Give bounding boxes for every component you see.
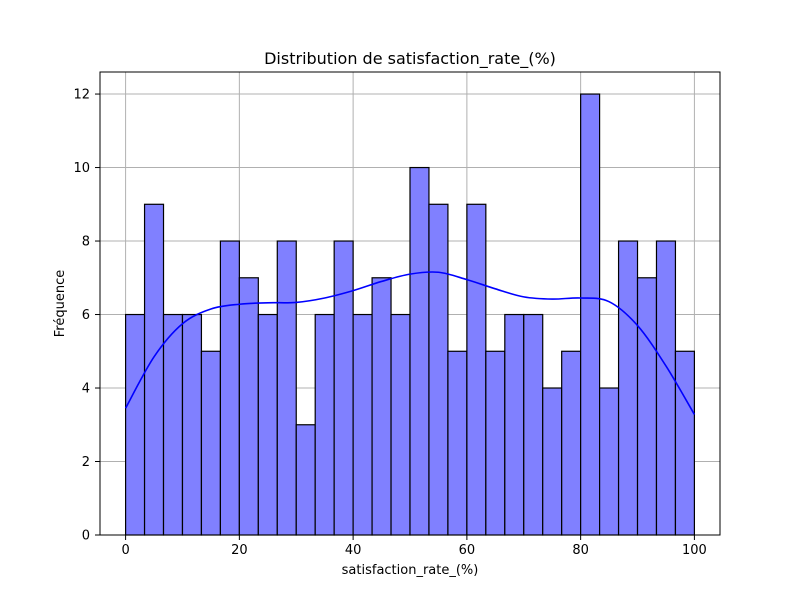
- histogram-bar: [561, 350, 582, 536]
- histogram-bar: [124, 313, 146, 536]
- kde-curve: [124, 271, 696, 415]
- histogram-bar: [617, 240, 639, 536]
- x-tick-label: 100: [682, 543, 707, 558]
- histogram-bar: [428, 203, 449, 536]
- histogram-bar: [295, 424, 316, 536]
- x-axis-title: satisfaction_rate_(%): [342, 563, 479, 578]
- histogram-bar: [200, 350, 221, 536]
- histogram-bar: [580, 93, 601, 536]
- y-tick-label: 8: [82, 235, 90, 250]
- y-tick-label: 12: [73, 88, 90, 103]
- histogram-bar: [636, 277, 658, 536]
- histogram-bar: [257, 313, 278, 536]
- y-tick-label: 4: [82, 382, 90, 397]
- histogram-bar: [523, 313, 544, 536]
- y-tick-label: 0: [82, 529, 90, 544]
- histogram-bar: [238, 277, 259, 536]
- histogram-bar: [181, 313, 203, 536]
- histogram-bar: [390, 313, 411, 536]
- histogram-bar: [466, 203, 487, 536]
- y-tick-label: 10: [73, 161, 90, 176]
- histogram-bar: [276, 240, 297, 536]
- histogram-bar: [542, 387, 563, 536]
- x-tick-label: 20: [231, 543, 248, 558]
- histogram-bar: [409, 166, 430, 536]
- histogram-bar: [504, 313, 525, 536]
- histogram-bar: [333, 240, 354, 536]
- histogram-bar: [485, 350, 506, 536]
- x-tick-label: 60: [459, 543, 476, 558]
- histogram-bar: [219, 240, 240, 536]
- histogram-bars: [124, 93, 696, 536]
- histogram-bar: [371, 277, 392, 536]
- x-tick-label: 80: [572, 543, 589, 558]
- histogram-bar: [674, 350, 696, 536]
- x-tick-label: 0: [121, 543, 129, 558]
- x-axis-ticks: 0 20 40 60 80 100: [121, 535, 707, 558]
- y-tick-label: 6: [82, 308, 90, 323]
- chart-title: Distribution de satisfaction_rate_(%): [264, 49, 556, 69]
- x-tick-label: 40: [345, 543, 362, 558]
- histogram-bar: [314, 313, 335, 536]
- y-axis-title: Fréquence: [53, 270, 68, 337]
- histogram-bar: [599, 387, 620, 536]
- histogram-bar: [143, 203, 165, 536]
- y-axis-ticks: 0 2 4 6 8 10 12: [73, 88, 100, 544]
- histogram-bar: [655, 240, 677, 536]
- plot-frame: [99, 71, 721, 536]
- histogram-bar: [447, 350, 468, 536]
- histogram-bar: [352, 313, 373, 536]
- y-tick-label: 2: [82, 455, 90, 470]
- histogram-bar: [162, 313, 184, 536]
